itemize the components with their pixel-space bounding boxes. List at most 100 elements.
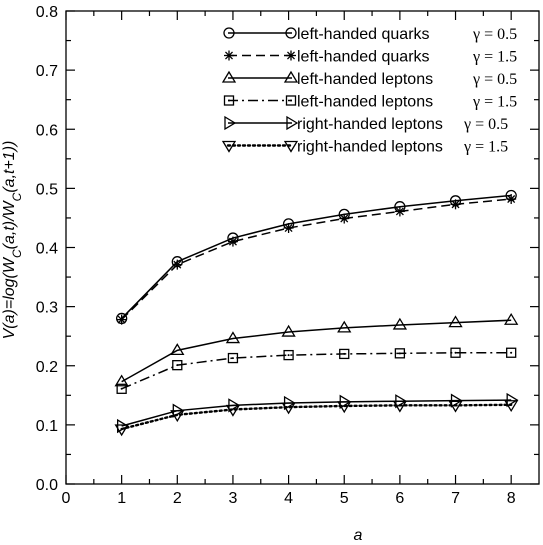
series-line <box>121 194 512 319</box>
y-tick-labels: 0.0 0.1 0.2 0.3 0.4 0.5 0.6 0.7 0.8 <box>36 4 58 494</box>
series-line <box>121 319 512 383</box>
series-6 <box>114 400 519 437</box>
data-point <box>392 400 408 413</box>
y-tick-label: 0.7 <box>36 63 58 80</box>
data-point <box>227 236 238 247</box>
series-2 <box>116 194 517 325</box>
x-tick-label: 3 <box>228 490 237 507</box>
legend-gamma: γ = 0.5 <box>472 26 517 43</box>
legend-marker-right <box>285 95 297 106</box>
data-point <box>392 317 408 330</box>
data-point <box>172 259 183 270</box>
legend-marker-right <box>283 70 299 83</box>
y-tick-label: 0.0 <box>36 477 58 494</box>
legend-marker-right <box>286 50 296 61</box>
data-point <box>337 320 352 333</box>
data-point <box>504 400 519 413</box>
data-point <box>504 312 519 325</box>
legend-label: left-handed quarks <box>297 49 430 66</box>
y-tick-label: 0.6 <box>36 122 58 139</box>
y-axis-label: V(a)=log(WC(a,t)/WC(a,t+1)) <box>1 141 24 340</box>
data-point <box>114 374 129 387</box>
x-axis-label: a <box>354 527 363 544</box>
square-center-dot <box>287 354 290 357</box>
legend-marker-right <box>285 27 297 39</box>
x-tick-label: 4 <box>284 490 293 507</box>
data-point <box>506 194 517 205</box>
data-point <box>506 347 517 358</box>
series-4 <box>116 347 517 394</box>
data-point <box>283 349 294 361</box>
square-center-dot <box>228 99 230 102</box>
series-line <box>121 399 512 427</box>
square-center-dot <box>290 99 292 102</box>
legend-entry-4: left-handed leptons γ = 1.5 <box>223 94 517 111</box>
data-point <box>281 402 296 415</box>
square-center-dot <box>120 387 123 390</box>
legend-label: left-handed leptons <box>297 71 433 88</box>
x-tick-label: 1 <box>117 490 126 507</box>
y-tick-label: 0.3 <box>36 300 58 317</box>
legend-entry-6: right-handed leptons γ = 1.5 <box>221 139 508 156</box>
square-center-dot <box>454 351 457 354</box>
legend-label: left-handed quarks <box>297 26 430 43</box>
series-line <box>120 403 513 431</box>
x-tick-label: 5 <box>340 490 349 507</box>
square-center-dot <box>231 357 234 360</box>
y-tick-label: 0.1 <box>36 418 58 435</box>
legend-marker-left <box>221 140 237 153</box>
data-point <box>448 400 463 413</box>
data-point <box>337 401 352 414</box>
data-point <box>281 324 296 337</box>
data-point <box>450 393 463 408</box>
legend-entry-2: left-handed quarks γ = 1.5 <box>224 49 517 66</box>
square-center-dot <box>398 352 401 355</box>
square-center-dot <box>510 351 513 354</box>
legend-gamma: γ = 1.5 <box>463 139 508 156</box>
legend-label: right-handed leptons <box>297 116 443 133</box>
data-point <box>448 315 463 328</box>
y-tick-label: 0.4 <box>36 241 58 258</box>
y-tick-label: 0.8 <box>36 4 58 21</box>
data-point <box>227 352 239 364</box>
data-point <box>116 383 127 394</box>
series-3 <box>114 312 519 387</box>
series-line <box>121 198 512 321</box>
data-point <box>339 213 350 224</box>
data-point <box>172 360 183 371</box>
data-point <box>450 199 461 210</box>
y-tick-label: 0.5 <box>36 181 58 198</box>
legend-marker-right <box>283 140 299 153</box>
series-1 <box>115 189 517 325</box>
square-center-dot <box>343 352 346 355</box>
data-point <box>339 348 350 360</box>
legend-label: left-handed leptons <box>297 94 433 111</box>
legend-marker-left <box>224 115 237 131</box>
legend-marker-left <box>223 27 235 39</box>
data-point <box>394 348 406 359</box>
data-point <box>170 343 185 356</box>
legend-gamma: γ = 1.5 <box>472 49 517 66</box>
legend-marker-left <box>223 95 235 106</box>
legend-gamma: γ = 0.5 <box>463 116 508 133</box>
series-line <box>121 351 512 390</box>
y-tick-label: 0.2 <box>36 359 58 376</box>
legend-entry-3: left-handed leptons γ = 0.5 <box>221 70 517 88</box>
data-point <box>114 424 129 437</box>
x-tick-label: 8 <box>507 490 516 507</box>
legend-gamma: γ = 1.5 <box>472 94 517 111</box>
data-point <box>283 222 294 233</box>
x-tick-label: 6 <box>395 490 404 507</box>
data-point <box>225 404 241 417</box>
data-point <box>225 331 241 344</box>
legend-gamma: γ = 0.5 <box>472 71 517 88</box>
x-tick-labels: 0 1 2 3 4 5 6 7 8 <box>62 490 516 507</box>
x-tick-label: 0 <box>62 490 71 507</box>
data-point <box>450 347 461 358</box>
data-point <box>506 392 519 408</box>
x-tick-label: 2 <box>173 490 182 507</box>
axis-ticks <box>65 10 539 485</box>
legend-entry-1: left-handed quarks γ = 0.5 <box>223 26 517 43</box>
